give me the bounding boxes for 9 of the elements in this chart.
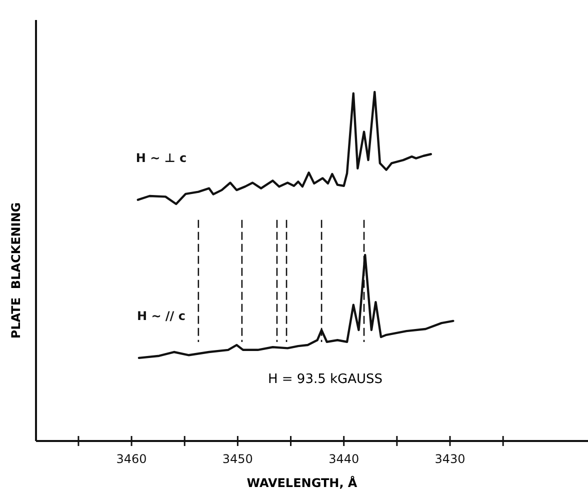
- text: H ~ ⊥ c: [136, 150, 187, 165]
- x-axis-title: WAVELENGTH, Å: [246, 475, 358, 490]
- x-tick-label: 3430: [434, 452, 466, 466]
- x-tick-label: 3460: [116, 452, 147, 466]
- x-tick-label: 3440: [328, 452, 360, 466]
- x-tick-label: 3450: [222, 452, 253, 466]
- text: H ~ // c: [136, 308, 186, 323]
- y-axis-title: PLATE BLACKENING: [9, 202, 23, 339]
- annotation: H = 93.5 kGAUSS: [268, 372, 383, 387]
